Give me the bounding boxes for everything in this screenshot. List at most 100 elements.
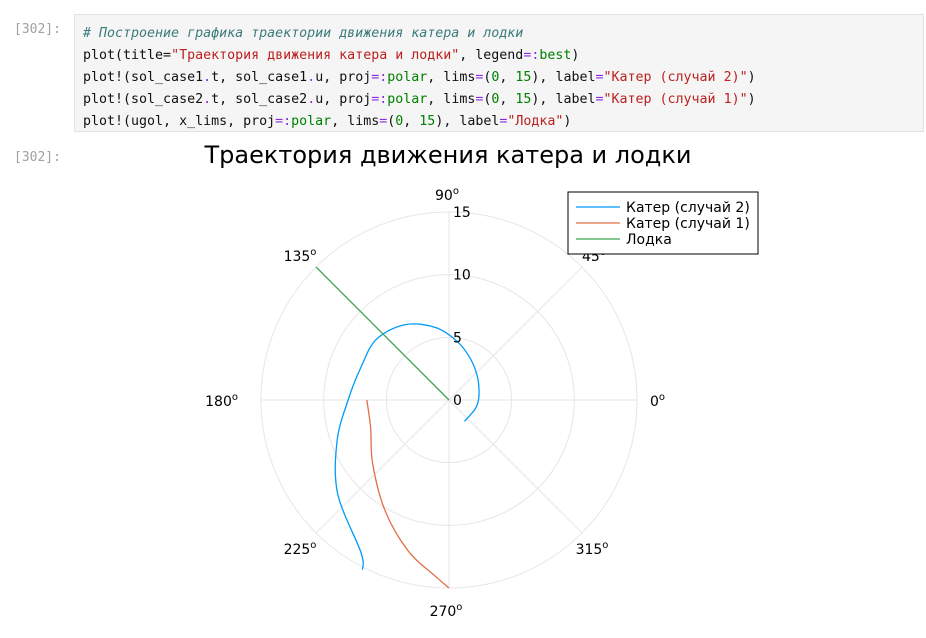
code-token: "Катер (случай 2)" (603, 70, 748, 85)
theta-tick-label: 270o (430, 602, 463, 620)
code-token: . (203, 92, 212, 107)
series-line-1 (334, 323, 480, 570)
code-line: plot!(ugol, x_lims, proj=:polar, lims=(0… (83, 111, 756, 133)
degree-symbol: o (310, 247, 316, 258)
code-token: , lims (331, 114, 380, 129)
legend: Катер (случай 2)Катер (случай 1)Лодка (567, 191, 759, 255)
grid-spoke (315, 399, 450, 534)
code-token: polar (291, 114, 332, 129)
code-token: 15 (515, 70, 532, 85)
code-token: t, sol_case1 (211, 70, 308, 85)
theta-tick-label: 135o (284, 247, 317, 265)
code-cell[interactable]: # Построение графика траектории движения… (74, 14, 924, 132)
code-token: ( (483, 70, 492, 85)
code-token: = (595, 70, 604, 85)
code-token: plot!(ugol, x_lims, proj (83, 114, 276, 129)
r-tick-label: 5 (453, 330, 462, 346)
series-line-2 (366, 399, 450, 589)
degree-symbol: o (453, 186, 459, 197)
code-token: = (379, 114, 388, 129)
code-token: "Лодка" (507, 114, 564, 129)
code-token: 0 (491, 92, 500, 107)
code-token: ), label (531, 92, 596, 107)
code-token: plot(title= (83, 48, 172, 63)
code-line: plot!(sol_case1.t, sol_case1.u, proj=:po… (83, 67, 756, 89)
r-tick-label: 0 (453, 393, 462, 409)
theta-tick-value: 90 (435, 188, 453, 204)
code-token: ), label (531, 70, 596, 85)
code-token: # Построение графика траектории движения… (83, 26, 524, 41)
code-token: =: (371, 92, 388, 107)
code-token: ) (747, 70, 756, 85)
code-line: plot!(sol_case2.t, sol_case2.u, proj=:po… (83, 89, 756, 111)
theta-tick-label: 0o (650, 392, 665, 410)
code-token: , lims (427, 70, 476, 85)
theta-tick-value: 225 (284, 542, 311, 558)
output-prompt: [302]: (14, 150, 61, 165)
grid-spoke (448, 266, 583, 401)
theta-tick-value: 315 (576, 542, 603, 558)
code-token: = (475, 92, 484, 107)
code-token: , (499, 70, 516, 85)
theta-tick-label: 315o (576, 540, 609, 558)
code-line: plot(title="Траектория движения катера и… (83, 45, 756, 67)
code-token: ) (571, 48, 580, 63)
code-token: = (499, 114, 508, 129)
theta-tick-value: 180 (205, 394, 232, 410)
code-token: 0 (395, 114, 404, 129)
code-token: plot!(sol_case2 (83, 92, 204, 107)
code-token: , lims (427, 92, 476, 107)
code-token: =: (523, 48, 540, 63)
code-token: , (499, 92, 516, 107)
legend-label: Катер (случай 2) (626, 200, 750, 216)
code-token: . (307, 70, 316, 85)
code-token: plot!(sol_case1 (83, 70, 204, 85)
chart-title: Траектория движения катера и лодки (204, 141, 692, 169)
code-editor[interactable]: # Построение графика траектории движения… (83, 23, 756, 133)
theta-tick-value: 135 (284, 249, 311, 265)
code-token: "Траектория движения катера и лодки" (171, 48, 460, 63)
r-tick-label: 15 (453, 205, 471, 221)
legend-label: Лодка (626, 232, 672, 248)
code-token: ) (563, 114, 572, 129)
axis-ticks: 0o45o90o135o180o225o270o315o051015 (205, 186, 665, 620)
degree-symbol: o (310, 540, 316, 551)
series-line-3 (315, 266, 450, 401)
input-prompt: [302]: (14, 22, 61, 37)
theta-tick-label: 90o (435, 186, 459, 204)
degree-symbol: o (659, 392, 665, 403)
code-token: = (475, 70, 484, 85)
degree-symbol: o (602, 540, 608, 551)
code-token: ) (747, 92, 756, 107)
theta-tick-label: 180o (205, 392, 238, 410)
code-token: u, proj (315, 70, 372, 85)
code-line: # Построение графика траектории движения… (83, 23, 756, 45)
code-token: 15 (515, 92, 532, 107)
code-token: . (307, 92, 316, 107)
code-token: 15 (419, 114, 436, 129)
grid-spoke (448, 399, 583, 534)
theta-tick-value: 270 (430, 604, 457, 620)
degree-symbol: o (456, 602, 462, 613)
code-token: polar (387, 92, 428, 107)
theta-tick-label: 225o (284, 540, 317, 558)
code-token: best (539, 48, 572, 63)
code-token: "Катер (случай 1)" (603, 92, 748, 107)
plot-series (315, 266, 480, 589)
code-token: , (403, 114, 420, 129)
code-token: . (203, 70, 212, 85)
code-token: t, sol_case2 (211, 92, 308, 107)
legend-label: Катер (случай 1) (626, 216, 750, 232)
theta-tick-value: 0 (650, 394, 659, 410)
degree-symbol: o (232, 392, 238, 403)
code-token: =: (275, 114, 292, 129)
code-token: ), label (435, 114, 500, 129)
code-token: , legend (459, 48, 524, 63)
code-token: ( (483, 92, 492, 107)
code-token: 0 (491, 70, 500, 85)
code-token: ( (387, 114, 396, 129)
code-token: =: (371, 70, 388, 85)
r-tick-label: 10 (453, 268, 471, 284)
code-token: u, proj (315, 92, 372, 107)
